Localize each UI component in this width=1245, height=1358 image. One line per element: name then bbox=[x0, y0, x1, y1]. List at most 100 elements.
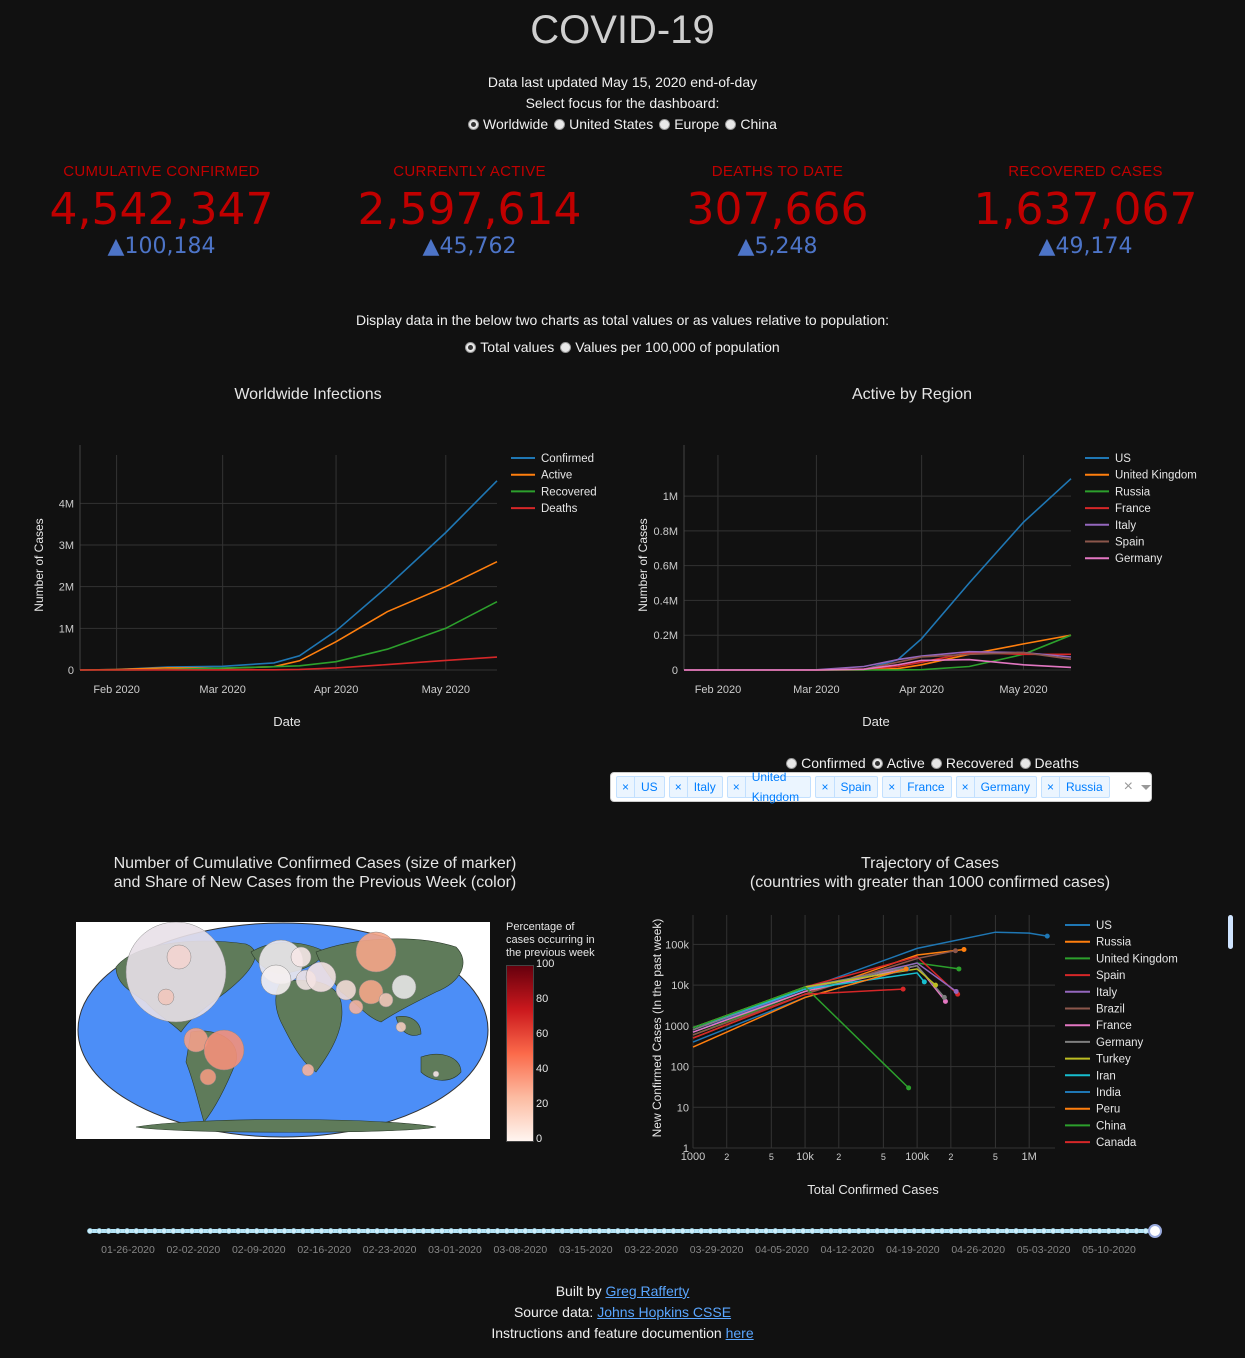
slider-step[interactable] bbox=[151, 1228, 158, 1234]
trajectory-line-united-kingdom[interactable] bbox=[692, 962, 960, 1036]
legend-item-iran[interactable]: Iran bbox=[1096, 1070, 1116, 1082]
slider-step[interactable] bbox=[476, 1228, 482, 1234]
slider-step[interactable] bbox=[818, 1228, 825, 1234]
slider-step[interactable] bbox=[235, 1228, 242, 1234]
trajectory-endpoint[interactable] bbox=[953, 988, 959, 994]
legend-item-china[interactable]: China bbox=[1096, 1120, 1127, 1132]
slider-step[interactable] bbox=[689, 1228, 695, 1234]
trajectory-endpoint[interactable] bbox=[906, 1085, 912, 1091]
author-link[interactable]: Greg Rafferty bbox=[605, 1283, 690, 1299]
slider-step[interactable] bbox=[892, 1228, 899, 1234]
slider-step[interactable] bbox=[531, 1228, 538, 1234]
case-bubble[interactable] bbox=[305, 961, 337, 993]
slider-step[interactable] bbox=[670, 1228, 677, 1234]
legend-item-spain[interactable]: Spain bbox=[1115, 537, 1144, 549]
slider-step[interactable] bbox=[605, 1228, 612, 1234]
slider-step[interactable] bbox=[105, 1228, 112, 1234]
slider-step[interactable] bbox=[392, 1228, 399, 1234]
slider-step[interactable] bbox=[550, 1228, 556, 1234]
trajectory-endpoint[interactable] bbox=[933, 982, 939, 988]
slider-step[interactable] bbox=[188, 1228, 195, 1234]
slider-step[interactable] bbox=[781, 1228, 788, 1234]
series-line-us[interactable] bbox=[684, 478, 1072, 671]
slider-step[interactable] bbox=[1142, 1228, 1149, 1234]
slider-step[interactable] bbox=[96, 1228, 103, 1234]
slider-step[interactable] bbox=[439, 1228, 445, 1234]
date-slider[interactable]: 01-26-2020 02-02-2020 02-09-2020 02-16-2020… bbox=[80, 1220, 1170, 1265]
slider-step[interactable] bbox=[735, 1228, 742, 1234]
slider-step[interactable] bbox=[624, 1228, 631, 1234]
slider-step[interactable] bbox=[309, 1228, 316, 1234]
legend-item-france[interactable]: France bbox=[1115, 503, 1151, 515]
slider-step[interactable] bbox=[577, 1228, 584, 1234]
legend-item-canada[interactable]: Canada bbox=[1096, 1137, 1137, 1149]
case-bubble[interactable] bbox=[166, 944, 192, 970]
country-multiselect[interactable]: × US × Italy × United Kingdom × Spain × Franc… bbox=[610, 770, 1152, 804]
series-line-deaths[interactable] bbox=[80, 656, 498, 671]
slider-step[interactable] bbox=[1050, 1228, 1057, 1234]
slider-step[interactable] bbox=[448, 1228, 455, 1234]
slider-step[interactable] bbox=[420, 1228, 427, 1234]
slider-step[interactable] bbox=[948, 1228, 955, 1234]
slider-step[interactable] bbox=[244, 1228, 251, 1234]
trajectory-endpoint[interactable] bbox=[903, 966, 909, 972]
slider-step[interactable] bbox=[633, 1228, 640, 1234]
slider-step[interactable] bbox=[827, 1228, 834, 1234]
legend-item-confirmed[interactable]: Confirmed bbox=[541, 453, 594, 465]
slider-step[interactable] bbox=[522, 1228, 529, 1234]
slider-step[interactable] bbox=[337, 1228, 343, 1234]
legend-item-us[interactable]: US bbox=[1096, 920, 1112, 932]
case-bubble[interactable] bbox=[301, 1063, 315, 1077]
trajectory-endpoint[interactable] bbox=[956, 966, 962, 972]
slider-step[interactable] bbox=[300, 1228, 306, 1234]
slider-step[interactable] bbox=[790, 1228, 797, 1234]
slider-step[interactable] bbox=[837, 1228, 844, 1234]
slider-step[interactable] bbox=[513, 1228, 519, 1234]
legend-item-france[interactable]: France bbox=[1096, 1020, 1132, 1032]
focus-option-china[interactable]: China bbox=[725, 116, 777, 132]
remove-tag-icon[interactable]: × bbox=[816, 777, 835, 797]
slider-step[interactable] bbox=[1031, 1228, 1038, 1234]
slider-step[interactable] bbox=[327, 1228, 334, 1234]
slider-step[interactable] bbox=[429, 1228, 436, 1234]
slider-step[interactable] bbox=[170, 1228, 177, 1234]
slider-step[interactable] bbox=[161, 1228, 167, 1234]
focus-option-worldwide[interactable]: Worldwide bbox=[468, 116, 548, 132]
remove-tag-icon[interactable]: × bbox=[957, 777, 975, 797]
slider-step[interactable] bbox=[994, 1228, 1001, 1234]
scrollbar-thumb[interactable] bbox=[1228, 915, 1233, 949]
slider-step[interactable] bbox=[114, 1228, 121, 1234]
slider-step[interactable] bbox=[364, 1228, 371, 1234]
focus-option-united-states[interactable]: United States bbox=[554, 116, 653, 132]
slider-step[interactable] bbox=[87, 1228, 93, 1234]
slider-step[interactable] bbox=[1068, 1228, 1075, 1234]
slider-step[interactable] bbox=[1040, 1228, 1047, 1234]
trajectory-endpoint[interactable] bbox=[941, 994, 947, 1000]
slider-step[interactable] bbox=[253, 1228, 260, 1234]
case-bubble[interactable] bbox=[157, 988, 175, 1006]
slider-step[interactable] bbox=[133, 1228, 140, 1234]
case-bubble[interactable] bbox=[391, 974, 417, 1000]
slider-step[interactable] bbox=[614, 1228, 621, 1234]
case-bubble[interactable] bbox=[348, 999, 364, 1015]
trajectory-endpoint[interactable] bbox=[900, 986, 906, 992]
case-bubble[interactable] bbox=[395, 1021, 407, 1033]
slider-handle[interactable] bbox=[1148, 1224, 1162, 1238]
slider-step[interactable] bbox=[263, 1228, 269, 1234]
slider-step[interactable] bbox=[744, 1228, 751, 1234]
slider-step[interactable] bbox=[281, 1228, 288, 1234]
legend-item-turkey[interactable]: Turkey bbox=[1096, 1054, 1131, 1066]
slider-step[interactable] bbox=[883, 1228, 890, 1234]
case-bubble[interactable] bbox=[290, 946, 312, 968]
slider-step[interactable] bbox=[1105, 1228, 1112, 1234]
slider-step[interactable] bbox=[216, 1228, 223, 1234]
slider-step[interactable] bbox=[698, 1228, 705, 1234]
slider-step[interactable] bbox=[198, 1228, 205, 1234]
trajectory-line-china[interactable] bbox=[692, 986, 910, 1089]
slider-step[interactable] bbox=[1124, 1228, 1131, 1234]
remove-tag-icon[interactable]: × bbox=[728, 777, 746, 797]
source-link[interactable]: Johns Hopkins CSSE bbox=[597, 1304, 732, 1320]
case-bubble[interactable] bbox=[432, 1070, 440, 1078]
series-line-recovered[interactable] bbox=[80, 600, 498, 671]
remove-tag-icon[interactable]: × bbox=[617, 777, 636, 797]
